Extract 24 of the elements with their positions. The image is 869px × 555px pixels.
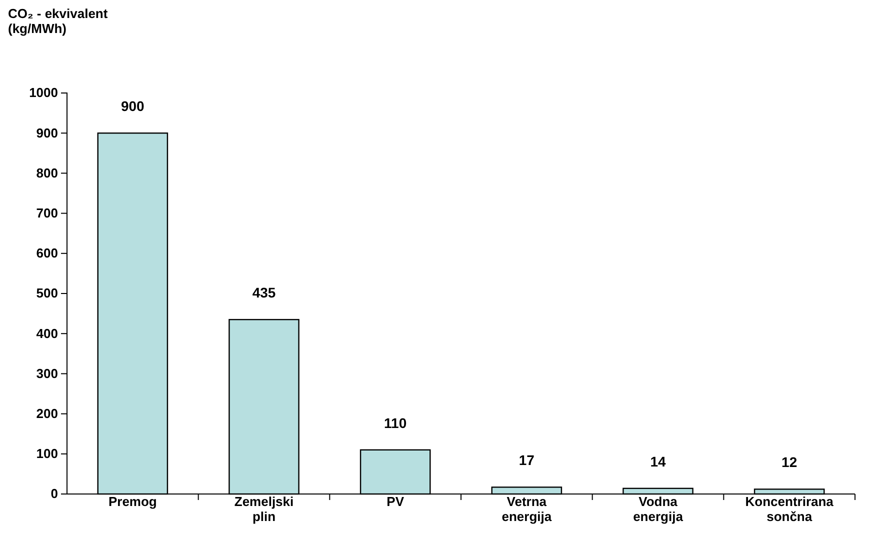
data-label: 14 bbox=[650, 453, 666, 470]
y-tick-label: 0 bbox=[50, 486, 58, 502]
x-tick-label: Vetrna energija bbox=[502, 494, 552, 524]
x-tick-label: Zemeljski plin bbox=[234, 494, 294, 524]
x-tick-label: Koncentrirana sončna bbox=[745, 494, 834, 524]
y-tick-label: 500 bbox=[36, 286, 58, 301]
y-tick-label: 800 bbox=[36, 165, 58, 180]
data-label: 435 bbox=[252, 284, 276, 301]
data-label: 110 bbox=[384, 414, 407, 431]
x-tick-label: Premog bbox=[108, 494, 157, 509]
y-tick-label: 900 bbox=[36, 125, 58, 140]
data-label: 17 bbox=[518, 452, 535, 468]
data-label: 12 bbox=[782, 454, 798, 470]
y-tick-label: 200 bbox=[36, 406, 58, 421]
y-tick-label: 1000 bbox=[29, 85, 58, 100]
y-tick-label: 700 bbox=[36, 205, 58, 220]
y-tick-label: 100 bbox=[36, 446, 58, 462]
x-tick-label: PV bbox=[386, 494, 404, 509]
y-tick-label: 400 bbox=[36, 326, 58, 341]
y-axis-title: CO₂ - ekvivalent (kg/MWh) bbox=[8, 6, 108, 36]
x-tick-label: Vodna energija bbox=[633, 494, 684, 524]
y-tick-label: 300 bbox=[36, 366, 58, 381]
data-label: 900 bbox=[120, 98, 145, 114]
y-tick-label: 600 bbox=[36, 246, 58, 261]
